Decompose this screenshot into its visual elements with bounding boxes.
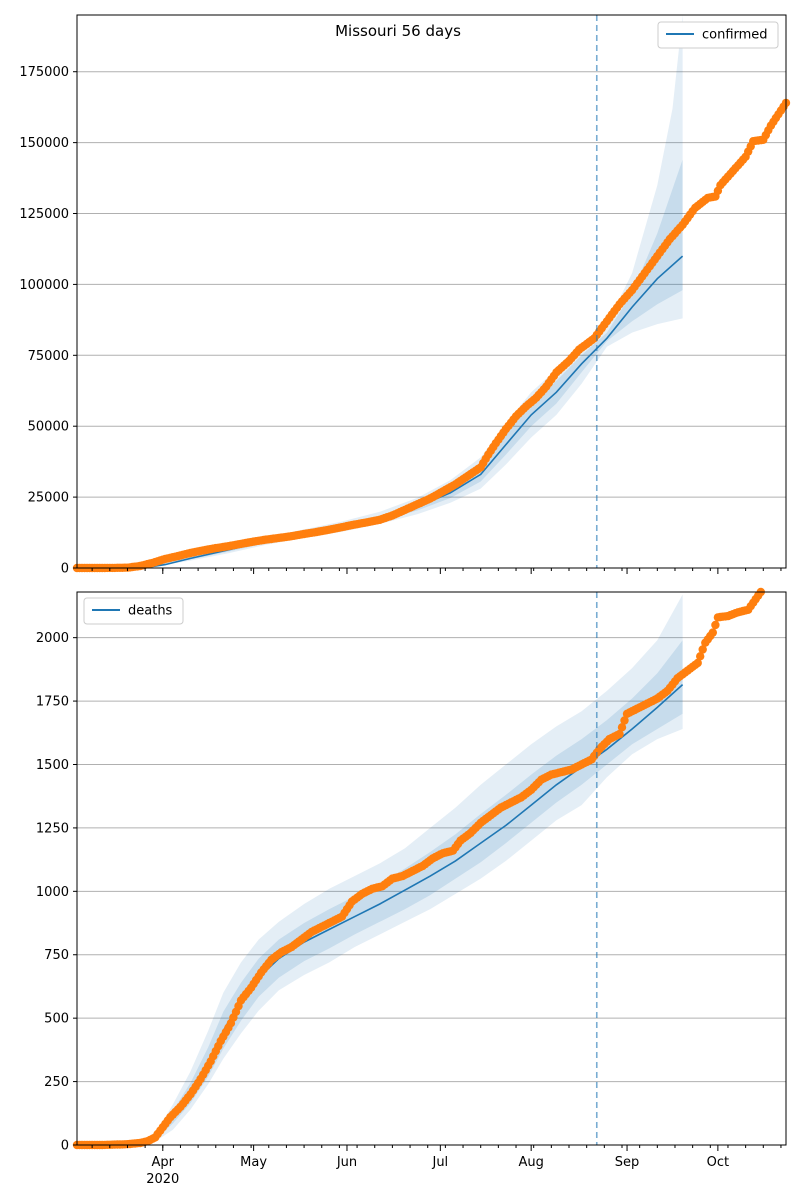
confirmed-observed-points bbox=[72, 98, 791, 573]
deaths-ytick-label: 1500 bbox=[36, 758, 69, 773]
xtick-label-may: May bbox=[240, 1155, 267, 1170]
deaths-legend-label: deaths bbox=[128, 604, 173, 619]
deaths-observed-point bbox=[693, 658, 702, 668]
deaths-observed-point bbox=[711, 620, 720, 630]
deaths-observed-point bbox=[617, 723, 627, 732]
deaths-observed-points bbox=[72, 587, 765, 1150]
deaths-ytick-label: 250 bbox=[44, 1075, 69, 1090]
deaths-y-ticks: 0 250 500 750 1000 1250 1500 1750 2000 bbox=[36, 631, 77, 1154]
deaths-panel: 0 250 500 750 1000 1250 1500 1750 2000 Apr May Jun… bbox=[36, 587, 787, 1187]
confirmed-ytick-label: 0 bbox=[61, 562, 69, 577]
xtick-label-oct: Oct bbox=[707, 1155, 729, 1170]
deaths-ytick-label: 500 bbox=[44, 1012, 69, 1027]
deaths-observed-point bbox=[615, 729, 624, 739]
deaths-ytick-label: 0 bbox=[61, 1139, 69, 1154]
deaths-observed-point bbox=[696, 652, 705, 661]
deaths-observed-point bbox=[708, 628, 717, 637]
deaths-ytick-label: 1000 bbox=[36, 885, 69, 900]
xtick-label-aug: Aug bbox=[518, 1155, 543, 1170]
deaths-legend: deaths bbox=[83, 597, 184, 625]
confirmed-y-ticks: 0 25000 50000 75000 100000 125000 150000 175000 bbox=[19, 65, 77, 577]
deaths-x-ticks: Apr May Jun Jul Aug Sep Oct 2020 bbox=[91, 1145, 782, 1187]
confirmed-ytick-label: 125000 bbox=[19, 207, 69, 222]
xtick-label-sep: Sep bbox=[615, 1155, 640, 1170]
xtick-year-label: 2020 bbox=[146, 1172, 179, 1187]
confirmed-ytick-label: 100000 bbox=[19, 278, 69, 293]
confirmed-x-ticks bbox=[91, 568, 782, 574]
confirmed-legend-label: confirmed bbox=[702, 28, 768, 43]
confirmed-axes-frame bbox=[76, 14, 787, 569]
confirmed-uncertainty-bands bbox=[145, 15, 683, 568]
confirmed-ytick-label: 150000 bbox=[19, 136, 69, 151]
deaths-legend-box bbox=[83, 597, 184, 625]
deaths-observed-point bbox=[620, 716, 629, 725]
deaths-ytick-label: 750 bbox=[44, 948, 69, 963]
confirmed-inner-band bbox=[145, 159, 683, 568]
confirmed-ytick-label: 175000 bbox=[19, 65, 69, 80]
confirmed-ytick-label: 25000 bbox=[28, 491, 69, 506]
confirmed-ytick-label: 75000 bbox=[28, 349, 69, 364]
deaths-ytick-label: 1750 bbox=[36, 695, 69, 710]
xtick-label-jul: Jul bbox=[431, 1155, 448, 1170]
xtick-label-apr: Apr bbox=[152, 1155, 175, 1170]
confirmed-legend-box bbox=[657, 21, 779, 49]
deaths-observed-point bbox=[698, 645, 707, 654]
confirmed-ytick-label: 50000 bbox=[28, 420, 69, 435]
deaths-ytick-label: 2000 bbox=[36, 631, 69, 646]
deaths-inner-band bbox=[145, 640, 683, 1144]
confirmed-legend: confirmed bbox=[657, 21, 779, 49]
confirmed-panel: 0 25000 50000 75000 100000 125000 150000 175000… bbox=[19, 14, 791, 577]
xtick-label-jun: Jun bbox=[336, 1155, 357, 1170]
deaths-axes-frame bbox=[76, 591, 787, 1146]
deaths-ytick-label: 1250 bbox=[36, 821, 69, 836]
chart-title: Missouri 56 days bbox=[335, 22, 461, 40]
